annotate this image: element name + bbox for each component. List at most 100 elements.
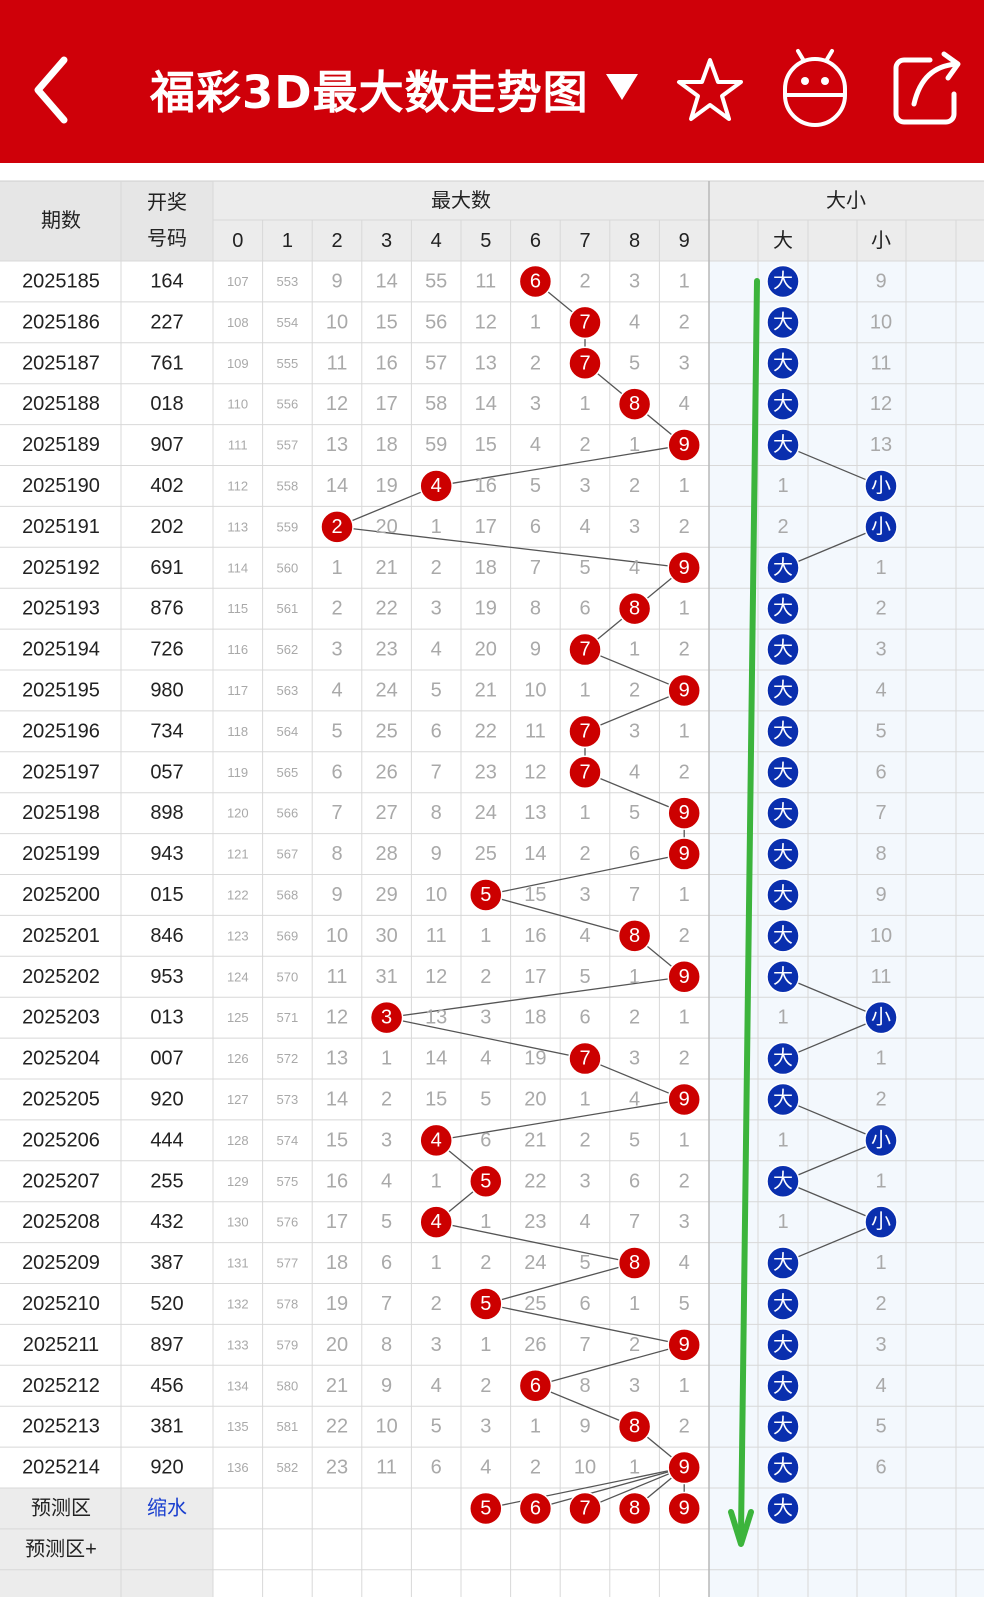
max-digit-ball: 7 [568,755,602,789]
miss-count-cell: 11 [426,925,447,947]
trend-segment [485,1466,685,1510]
draw-number-cell: 520 [150,1293,183,1315]
predict-digit-ball[interactable]: 9 [667,1491,701,1526]
miss-count-cell: 13 [425,1007,447,1029]
max-digit-ball-label: 4 [431,475,442,497]
miss-count-cell: 576 [277,1215,299,1230]
max-digit-ball-label: 9 [679,679,690,701]
share-icon[interactable] [890,48,965,128]
digit-header: 9 [679,230,690,252]
predict-digit-ball[interactable]: 5 [469,1491,503,1526]
miss-count-cell: 1 [431,1252,442,1274]
miss-count-cell: 15 [375,311,397,333]
miss-count-cell: 8 [381,1334,392,1356]
max-digit-ball: 3 [369,1000,404,1035]
miss-count-cell: 1 [530,311,541,333]
max-digit-ball: 8 [617,387,652,421]
period-cell: 2025189 [22,434,100,456]
miss-count-cell: 128 [227,1133,249,1148]
period-cell: 2025186 [22,311,100,333]
miss-count-cell: 555 [277,356,299,371]
miss-count-cell: 1 [579,802,590,824]
size-big-ball: 大 [766,1287,800,1321]
draw-number-cell: 381 [150,1416,183,1438]
size-big-ball-label: 大 [773,638,793,661]
star-icon[interactable] [675,55,745,125]
miss-count-cell: 7 [579,1334,590,1356]
predict-size-ball: 大 [766,1491,800,1526]
shrink-link[interactable]: 缩水 [147,1496,187,1519]
miss-count-cell: 17 [475,516,497,538]
max-digit-ball-label: 9 [679,802,690,824]
max-digit-ball: 9 [667,1450,701,1485]
size-miss-cell: 1 [777,1211,788,1233]
size-header-small: 小 [871,229,891,252]
size-big-ball: 大 [766,796,800,830]
size-miss-cell: 5 [875,1416,886,1438]
trend-segment [535,1466,685,1510]
miss-count-cell: 6 [579,598,590,620]
size-big-ball: 大 [766,1328,800,1362]
size-small-ball-label: 小 [871,1006,891,1029]
miss-count-cell: 559 [277,519,299,534]
predict-digit-ball[interactable]: 8 [617,1491,652,1526]
page-title[interactable]: 福彩3D最大数走势图 [150,66,589,119]
max-digit-ball-label: 9 [679,1088,690,1110]
miss-count-cell: 1 [381,1048,392,1070]
miss-count-cell: 14 [326,475,348,497]
miss-count-cell: 3 [679,1211,690,1233]
period-cell: 2025205 [22,1088,100,1110]
miss-count-cell: 2 [679,761,690,783]
miss-count-cell: 5 [579,966,590,988]
predict-digit-ball[interactable]: 6 [518,1491,553,1526]
draw-number-cell: 953 [150,966,183,988]
miss-count-cell: 14 [326,1088,348,1110]
size-big-ball: 大 [766,1450,800,1485]
miss-count-cell: 562 [277,642,299,657]
period-cell: 2025203 [22,1007,100,1029]
max-digit-ball: 8 [617,1246,652,1280]
miss-count-cell: 30 [375,925,397,947]
trend-segment [782,444,882,487]
digit-header: 3 [381,230,392,252]
miss-count-cell: 18 [375,434,397,456]
max-digit-ball: 8 [617,919,652,953]
period-cell: 2025193 [22,598,100,620]
trend-segment [782,1139,882,1182]
max-digit-ball-label: 8 [629,925,640,947]
size-big-ball: 大 [766,714,800,749]
android-robot-icon[interactable] [780,45,850,130]
miss-count-cell: 12 [524,761,546,783]
size-big-ball: 大 [766,264,800,299]
miss-count-cell: 4 [629,311,640,333]
miss-count-cell: 580 [277,1378,299,1393]
miss-count-cell: 4 [579,1211,590,1233]
draw-number-cell: 846 [150,925,183,947]
size-small-ball: 小 [864,510,898,544]
miss-count-cell: 6 [331,761,342,783]
max-digit-ball: 8 [617,1409,652,1444]
max-digit-ball-label: 8 [629,393,640,415]
miss-count-cell: 12 [425,966,447,988]
size-big-ball: 大 [766,878,800,912]
miss-count-cell: 114 [227,560,248,575]
miss-count-cell: 19 [326,1293,348,1315]
group-header-max: 最大数 [431,189,491,212]
digit-header: 0 [232,230,243,252]
miss-count-cell: 24 [475,802,497,824]
size-big-ball-label: 大 [773,842,793,865]
triangle-down-icon[interactable] [602,62,642,112]
size-big-ball: 大 [766,591,800,626]
trend-segment [584,771,685,814]
max-digit-ball-label: 7 [579,720,590,742]
draw-number-cell: 387 [150,1252,183,1274]
size-big-ball-label: 大 [773,1456,793,1479]
miss-count-cell: 19 [475,598,497,620]
miss-count-cell: 4 [530,434,541,456]
miss-count-cell: 22 [524,1170,546,1192]
max-digit-ball-label: 9 [679,966,690,988]
predict-digit-ball-label: 5 [480,1497,491,1519]
miss-count-cell: 124 [227,969,249,984]
predict-digit-ball[interactable]: 7 [568,1491,602,1526]
back-chevron-icon[interactable] [22,50,92,130]
